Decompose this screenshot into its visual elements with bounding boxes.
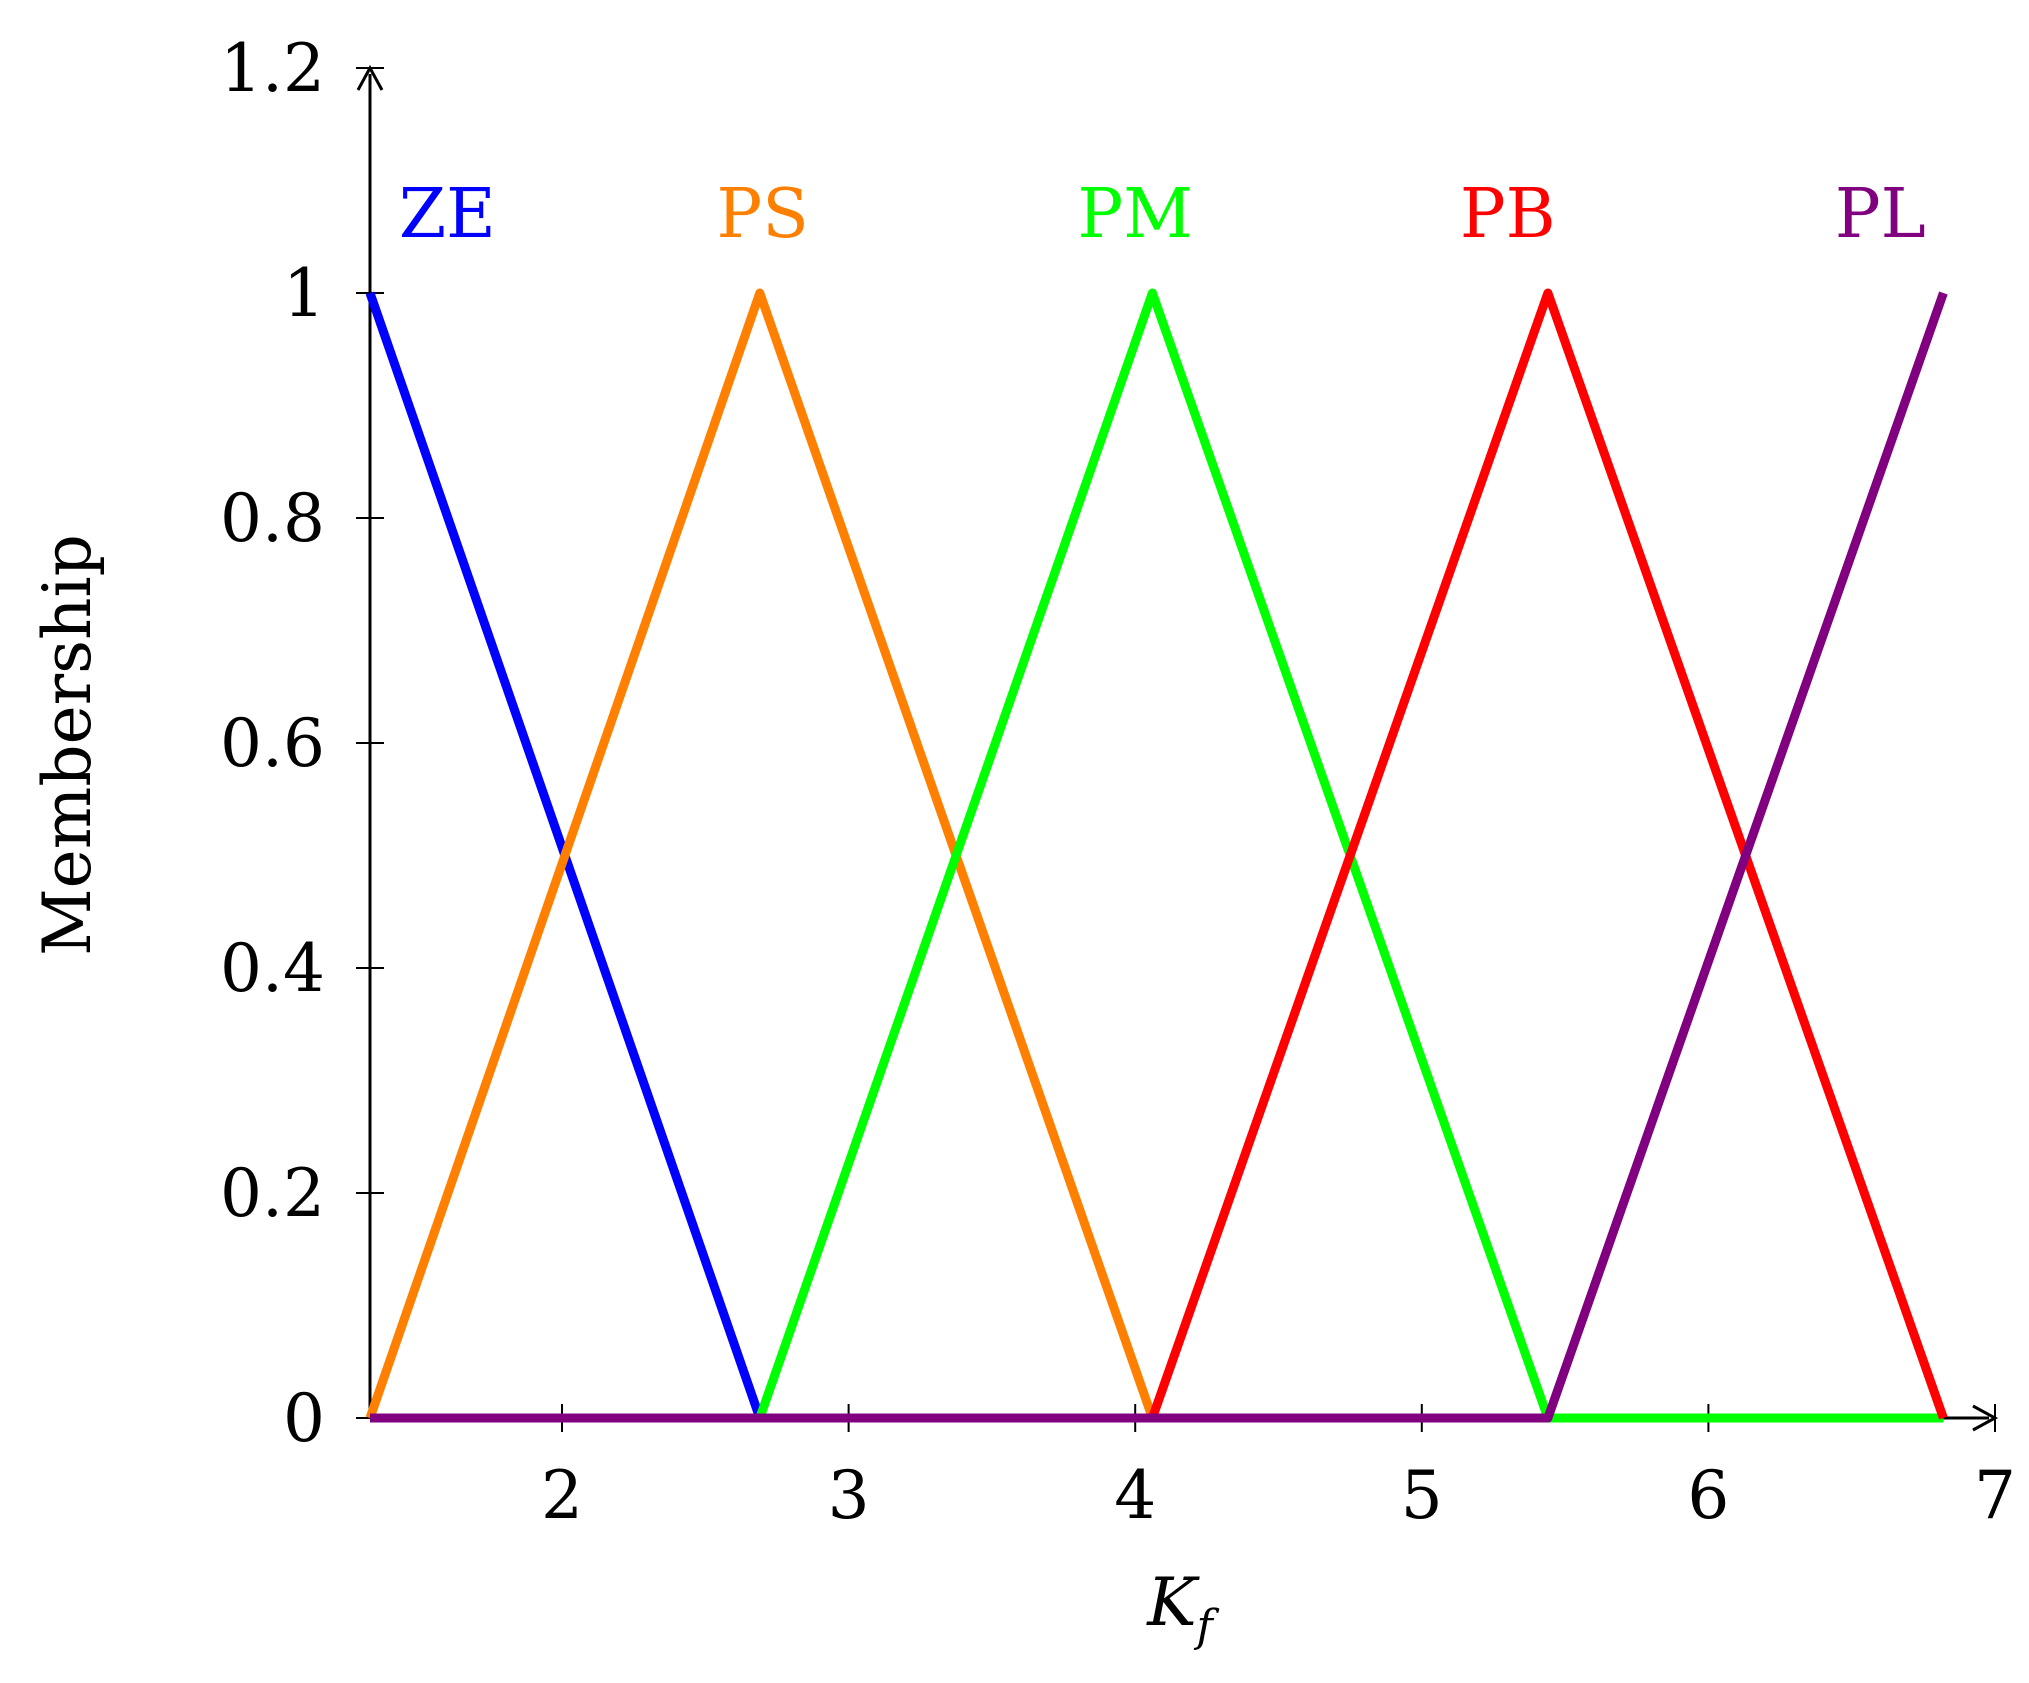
series-label-pm: PM (1078, 175, 1193, 254)
series-line-pb (370, 288, 1948, 1423)
series-label-pl: PL (1835, 175, 1926, 254)
series-line-ze (365, 291, 1944, 1423)
x-tick-label: 6 (1687, 1457, 1729, 1534)
series-line-pl (370, 291, 1948, 1423)
x-tick-label: 4 (1114, 1457, 1156, 1534)
x-tick-label: 7 (1974, 1457, 2016, 1534)
y-axis-title: Membership (29, 534, 106, 956)
y-tick-label: 1 (283, 255, 325, 332)
series-labels: ZE PS PM PB PL (399, 175, 1926, 254)
y-tick-label: 0.6 (220, 705, 325, 782)
x-axis-title: Kf (1146, 1564, 1219, 1652)
series-label-ze: ZE (399, 175, 496, 254)
y-tick-label: 1.2 (220, 30, 325, 107)
y-tick-label: 0 (283, 1380, 325, 1457)
y-tick-label: 0.4 (220, 930, 325, 1007)
series-line-pm (370, 288, 1944, 1423)
series-group (365, 288, 1948, 1423)
x-axis-title-main: K (1146, 1564, 1200, 1641)
x-tick-label: 2 (541, 1457, 583, 1534)
y-tick-label: 0.2 (220, 1155, 325, 1232)
x-axis-title-subscript: f (1194, 1601, 1220, 1652)
axes: 0 0.2 0.4 0.6 0.8 1 1.2 2 3 4 5 6 7 (220, 30, 2016, 1534)
y-tick-label: 0.8 (220, 480, 325, 557)
series-label-ps: PS (716, 175, 808, 254)
series-label-pb: PB (1460, 175, 1556, 254)
x-tick-label: 3 (828, 1457, 870, 1534)
x-tick-label: 5 (1401, 1457, 1443, 1534)
series-line-ps (365, 288, 1944, 1423)
